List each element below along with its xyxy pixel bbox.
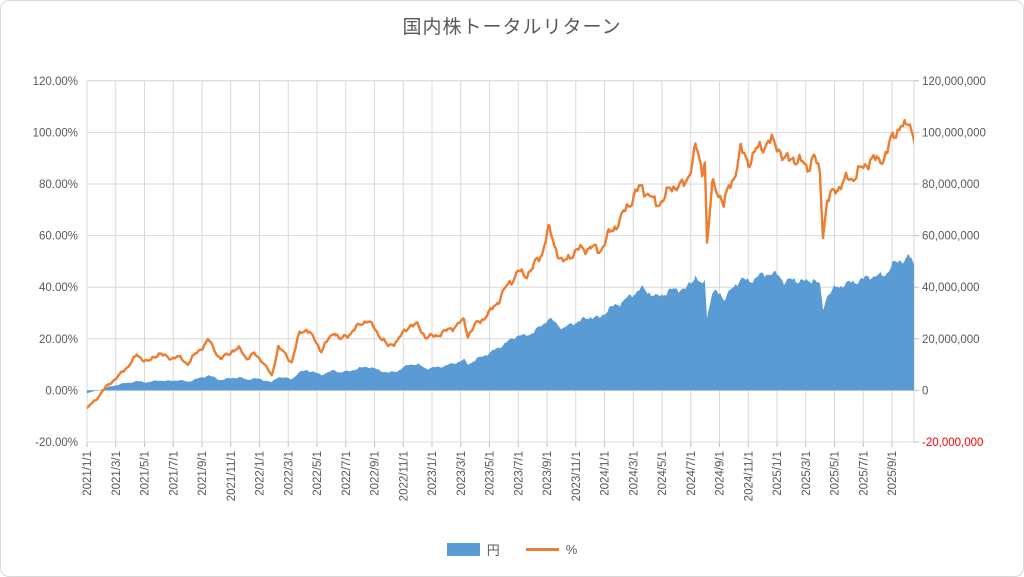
right-axis-label: 120,000,000 xyxy=(922,76,986,88)
right-axis-label: 40,000,000 xyxy=(922,282,980,294)
right-axis-label: 60,000,000 xyxy=(922,231,980,243)
x-axis-label: 2024/7/1 xyxy=(686,451,698,496)
x-axis-label: 2022/1/1 xyxy=(255,451,267,496)
left-axis-label: 20.00% xyxy=(39,334,78,346)
x-axis-label: 2024/3/1 xyxy=(628,451,640,496)
percent-line-series[interactable] xyxy=(87,118,915,409)
x-axis-label: 2024/9/1 xyxy=(715,451,727,496)
x-axis-label: 2025/7/1 xyxy=(858,451,870,496)
x-axis-label: 2021/11/1 xyxy=(226,451,238,501)
x-axis-label: 2021/5/1 xyxy=(140,451,152,496)
legend: 円 % xyxy=(1,540,1023,559)
right-axis-label: 80,000,000 xyxy=(922,179,980,191)
x-axis-label: 2021/7/1 xyxy=(168,451,180,496)
left-axis-label: -20.00% xyxy=(35,437,78,449)
x-axis-label: 2025/1/1 xyxy=(772,451,784,496)
x-axis-label: 2025/9/1 xyxy=(887,451,899,496)
x-axis-label: 2024/1/1 xyxy=(600,451,612,496)
percent-line-swatch xyxy=(525,548,559,551)
x-axis-label: 2021/1/1 xyxy=(82,451,94,496)
legend-label-percent: % xyxy=(565,542,578,557)
x-axis-label: 2025/3/1 xyxy=(801,451,813,496)
plot-border xyxy=(86,80,915,443)
yen-area-swatch xyxy=(446,543,480,556)
x-axis-label: 2023/9/1 xyxy=(542,451,554,496)
x-axis-label: 2023/1/1 xyxy=(427,451,439,496)
x-axis-label: 2022/5/1 xyxy=(312,451,324,496)
right-axis-label: 20,000,000 xyxy=(922,334,980,346)
legend-label-yen: 円 xyxy=(486,543,500,558)
x-axis-label: 2023/7/1 xyxy=(513,451,525,496)
x-axis-label: 2022/3/1 xyxy=(283,451,295,496)
legend-item-percent[interactable]: % xyxy=(525,542,578,557)
left-axis-label: 80.00% xyxy=(39,179,78,191)
x-axis-label: 2023/3/1 xyxy=(456,451,468,496)
left-axis-label: 0.00% xyxy=(45,385,78,397)
x-axis-label: 2022/7/1 xyxy=(341,451,353,496)
left-axis-label: 40.00% xyxy=(39,282,78,294)
legend-item-yen[interactable]: 円 xyxy=(446,540,500,559)
x-axis-label: 2023/5/1 xyxy=(485,451,497,496)
x-axis-label: 2023/11/1 xyxy=(571,451,583,501)
yen-area-series[interactable] xyxy=(87,254,915,394)
x-axis-label: 2022/11/1 xyxy=(398,451,410,501)
chart-title: 国内株トータルリターン xyxy=(402,17,622,38)
x-axis-label: 2024/5/1 xyxy=(657,451,669,496)
x-axis-label: 2021/3/1 xyxy=(111,451,123,496)
left-axis-label: 100.00% xyxy=(33,127,78,139)
right-axis-label: 0 xyxy=(922,385,928,397)
left-axis-label: 120.00% xyxy=(33,76,78,88)
right-axis-label: -20,000,000 xyxy=(922,437,983,449)
x-axis-label: 2024/11/1 xyxy=(743,451,755,501)
x-axis-label: 2022/9/1 xyxy=(370,451,382,496)
x-axis-label: 2025/5/1 xyxy=(830,451,842,496)
left-axis-label: 60.00% xyxy=(39,231,78,243)
right-axis-label: 100,000,000 xyxy=(922,127,986,139)
x-axis-label: 2021/9/1 xyxy=(197,451,209,496)
